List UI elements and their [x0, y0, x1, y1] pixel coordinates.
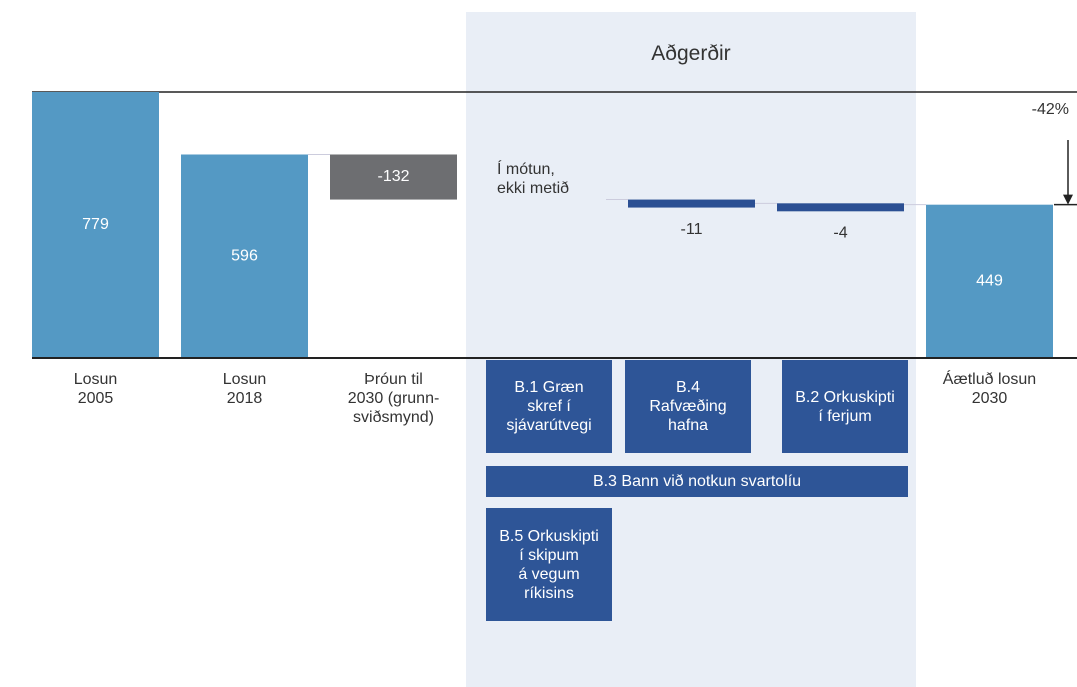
action-box: B.3 Bann við notkun svartolíu	[486, 466, 908, 497]
x-tick-label: Losun 2018	[222, 371, 267, 407]
action-box: B.5 Orkuskipti í skipum á vegum ríkisins	[486, 508, 612, 621]
annotation: Í mótun, ekki metið	[497, 161, 570, 197]
bar	[926, 204, 1053, 358]
bar	[32, 92, 159, 358]
bar	[628, 199, 755, 208]
value-label: -4	[833, 225, 847, 242]
action-box: B.2 Orkuskipti í ferjum	[782, 360, 908, 453]
bar	[330, 154, 457, 200]
value-label: -132	[377, 168, 409, 185]
arrow-head	[1063, 194, 1073, 205]
value-label: 596	[231, 247, 258, 264]
value-label: 779	[82, 216, 109, 233]
action-box: B.1 Græn skref í sjávarútvegi	[486, 360, 612, 453]
x-tick-label: Losun 2005	[73, 371, 118, 407]
value-label: 449	[976, 273, 1003, 290]
value-label: -11	[681, 221, 703, 238]
percent-label: -42%	[1031, 101, 1069, 118]
x-tick-label: Áætluð losun 2030	[942, 371, 1037, 407]
x-tick-label: Þróun til 2030 (grunn- sviðsmynd)	[347, 371, 440, 426]
action-box: B.4 Rafvæðing hafna	[625, 360, 751, 453]
bar	[181, 154, 308, 358]
bar	[777, 203, 904, 212]
panel-title: Aðgerðir	[651, 42, 731, 65]
